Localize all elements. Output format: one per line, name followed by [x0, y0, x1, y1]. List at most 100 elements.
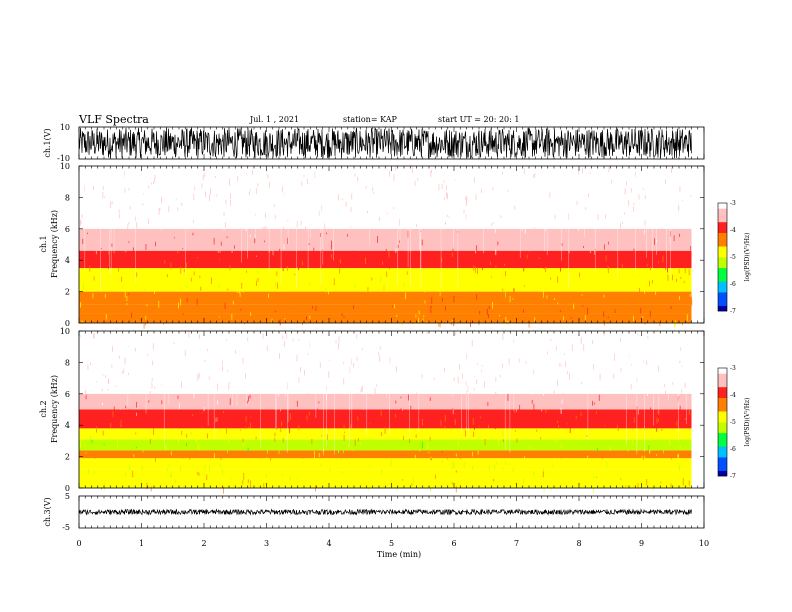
spectral-speckle [214, 246, 216, 251]
spectral-speckle [260, 272, 262, 279]
spectral-speckle [596, 411, 598, 414]
spectral-speckle [586, 295, 588, 301]
ch1-spec-ytick-2: 4 [65, 256, 70, 265]
spectral-speckle [557, 424, 559, 430]
spectral-speckle [296, 400, 298, 407]
spectral-speckle [156, 429, 158, 433]
spectral-speckle [572, 301, 574, 305]
spectral-speckle [615, 309, 616, 312]
spectral-speckle [426, 368, 427, 375]
spectral-speckle [444, 414, 446, 422]
spectral-speckle [350, 206, 352, 213]
spectral-speckle [112, 411, 114, 418]
spectral-speckle [533, 354, 535, 362]
spectral-speckle [412, 320, 414, 324]
colorbar-cell [718, 265, 727, 269]
spectral-speckle [476, 245, 478, 251]
spectral-speckle [372, 366, 374, 371]
spectral-speckle [286, 310, 287, 317]
spectral-speckle [268, 293, 269, 298]
spectral-streak [163, 331, 165, 392]
spectral-speckle [229, 265, 231, 271]
spectral-streak [622, 166, 624, 229]
spectral-speckle [109, 445, 110, 449]
spectral-speckle [665, 178, 666, 184]
spectral-speckle [411, 273, 413, 275]
spectral-speckle [672, 274, 673, 281]
spectral-speckle [267, 448, 268, 454]
spectral-speckle [111, 364, 113, 368]
spectral-speckle [602, 455, 603, 460]
spectral-speckle [256, 279, 257, 287]
spectral-speckle [472, 475, 474, 477]
spectral-streak [387, 166, 388, 222]
spectral-streak [236, 331, 238, 406]
spectral-speckle [380, 276, 382, 282]
spectral-speckle [347, 444, 349, 449]
colorbar-cell [718, 224, 727, 228]
spectral-speckle [685, 211, 687, 218]
spectral-speckle [289, 413, 291, 420]
spectral-speckle [295, 246, 296, 248]
spectral-speckle [119, 407, 121, 410]
spectral-speckle [543, 221, 545, 228]
colorbar-cell [718, 305, 727, 309]
spectral-speckle [398, 396, 400, 399]
spectral-speckle [154, 271, 156, 277]
spectral-speckle [95, 381, 97, 383]
spectral-speckle [111, 333, 113, 339]
spectral-speckle [431, 237, 433, 240]
spectral-speckle [490, 261, 491, 265]
spectral-speckle [486, 483, 488, 489]
spectral-speckle [541, 407, 543, 412]
spectral-speckle [141, 466, 143, 471]
spectral-speckle [188, 309, 190, 316]
spectral-speckle [544, 379, 546, 384]
spectral-speckle [536, 300, 538, 305]
spectral-speckle [475, 379, 477, 385]
spectral-speckle [663, 450, 664, 454]
spectral-speckle [389, 357, 391, 364]
spectral-speckle [93, 400, 95, 404]
spectral-speckle [226, 236, 228, 239]
spectral-speckle [81, 320, 83, 323]
ch1-ytick-top: 10 [60, 123, 70, 132]
spectral-speckle [274, 205, 275, 207]
spectral-speckle [366, 302, 368, 309]
ch2-spec-ytick-3: 6 [65, 390, 70, 399]
spectral-speckle [599, 373, 601, 381]
spectral-speckle [382, 261, 384, 265]
spectral-speckle [568, 246, 570, 254]
spectral-speckle [176, 420, 178, 424]
spectral-speckle [505, 252, 507, 258]
waveform-trace [78, 508, 692, 516]
spectral-speckle [133, 454, 135, 458]
spectral-streak [322, 166, 324, 265]
spectral-speckle [353, 363, 355, 368]
spectral-streak [641, 331, 642, 389]
spectral-speckle [401, 231, 403, 238]
spectral-speckle [389, 265, 391, 269]
spectral-speckle [632, 429, 634, 431]
colorbar-cell [718, 211, 727, 215]
spectral-speckle [486, 472, 488, 478]
spectral-streak [334, 331, 336, 455]
spectral-speckle [630, 382, 631, 384]
spectral-speckle [528, 308, 530, 313]
spectral-speckle [471, 340, 473, 347]
spectral-speckle [95, 311, 97, 317]
spectral-speckle [613, 373, 615, 379]
colorbar-cell [718, 440, 727, 444]
spectral-speckle [624, 188, 626, 195]
spectral-speckle [97, 180, 99, 186]
spectral-speckle [238, 476, 240, 479]
spectral-speckle [274, 310, 276, 313]
colorbar-cell [718, 467, 727, 471]
spectral-speckle [184, 349, 186, 357]
spectral-speckle [87, 295, 89, 299]
spectral-speckle [95, 217, 97, 222]
spectral-streak [185, 166, 186, 278]
spectral-speckle [653, 370, 655, 376]
spectral-speckle [561, 365, 563, 367]
spectral-speckle [455, 332, 457, 336]
